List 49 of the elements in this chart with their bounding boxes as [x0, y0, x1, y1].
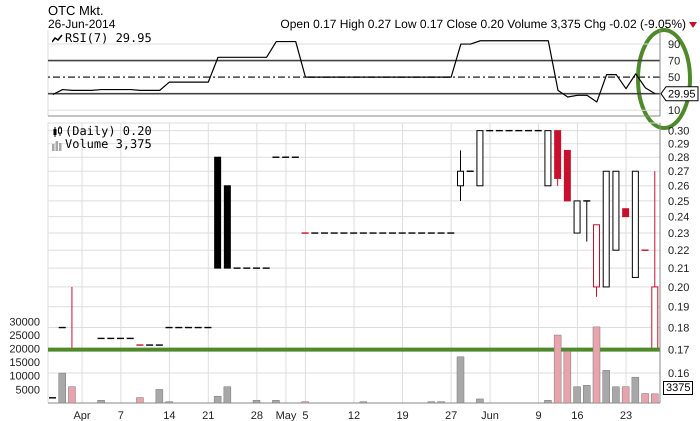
y2-tick-label: 15000	[9, 357, 40, 370]
y-tick-label: 0.29	[668, 138, 690, 151]
y-tick-label: 0.24	[668, 212, 690, 224]
y-tick-label: 0.19	[668, 302, 690, 314]
y-tick-label: 0.22	[668, 245, 690, 258]
y-tick-label: 50	[668, 72, 680, 84]
y-tick-label: 0.26	[668, 180, 690, 193]
legend-label: (Daily) 0.20	[64, 124, 152, 138]
y2-tick-label: 25000	[9, 330, 40, 342]
y-tick-label: 0.17	[668, 344, 690, 356]
x-tick-label: Apr	[73, 410, 91, 421]
x-tick-label: 23	[620, 410, 632, 421]
text: 3375	[663, 381, 694, 395]
legend-label: Volume 3,375	[64, 137, 152, 151]
legend-label: RSI(7) 29.95	[64, 31, 152, 45]
y-tick-label: 90	[668, 38, 680, 51]
annotation: Open 0.17 High 0.27 Low 0.17 Close 0.20 Volume 3,375 Chg -0.02 (-9.05%)	[280, 17, 686, 31]
y-tick-label: 0.16	[668, 368, 690, 380]
y-tick-label: 0.20	[668, 282, 690, 294]
y-tick-label: 0.30	[668, 126, 690, 138]
chart-title: OTC Mkt.	[48, 3, 104, 18]
y-tick-label: 0.21	[668, 263, 690, 276]
y-tick-label: 0.18	[668, 322, 690, 334]
y-tick-label: 0.28	[668, 152, 690, 164]
chart-subtitle: 26-Jun-2014	[48, 17, 116, 31]
y2-tick-label: 30000	[9, 316, 40, 328]
x-tick-label: 9	[536, 410, 542, 421]
x-tick-label: 16	[571, 410, 584, 421]
candlestick	[457, 150, 464, 202]
y-tick-label: 0.23	[668, 228, 690, 240]
x-tick-label: 27	[445, 410, 458, 421]
x-tick-label: May	[276, 410, 297, 421]
x-tick-label: 28	[250, 410, 263, 421]
x-tick-label: 5	[302, 410, 308, 421]
x-tick-label: 12	[348, 410, 360, 421]
x-tick-label: 21	[202, 410, 214, 421]
y2-tick-label: 10000	[9, 370, 40, 383]
text: 29.95	[668, 88, 696, 101]
y2-tick-label: 20000	[9, 344, 40, 356]
y-tick-label: 0.25	[668, 196, 690, 208]
y-tick-label: 10	[668, 105, 680, 118]
candlestick	[583, 200, 590, 242]
x-tick-label: 14	[163, 410, 176, 421]
x-tick-label: Jun	[481, 410, 499, 421]
y-tick-label: 0.27	[668, 166, 690, 178]
y2-tick-label: 5000	[16, 384, 40, 396]
y-tick-label: 70	[668, 56, 680, 68]
x-tick-label: 7	[118, 410, 124, 421]
x-tick-label: 19	[396, 410, 409, 421]
